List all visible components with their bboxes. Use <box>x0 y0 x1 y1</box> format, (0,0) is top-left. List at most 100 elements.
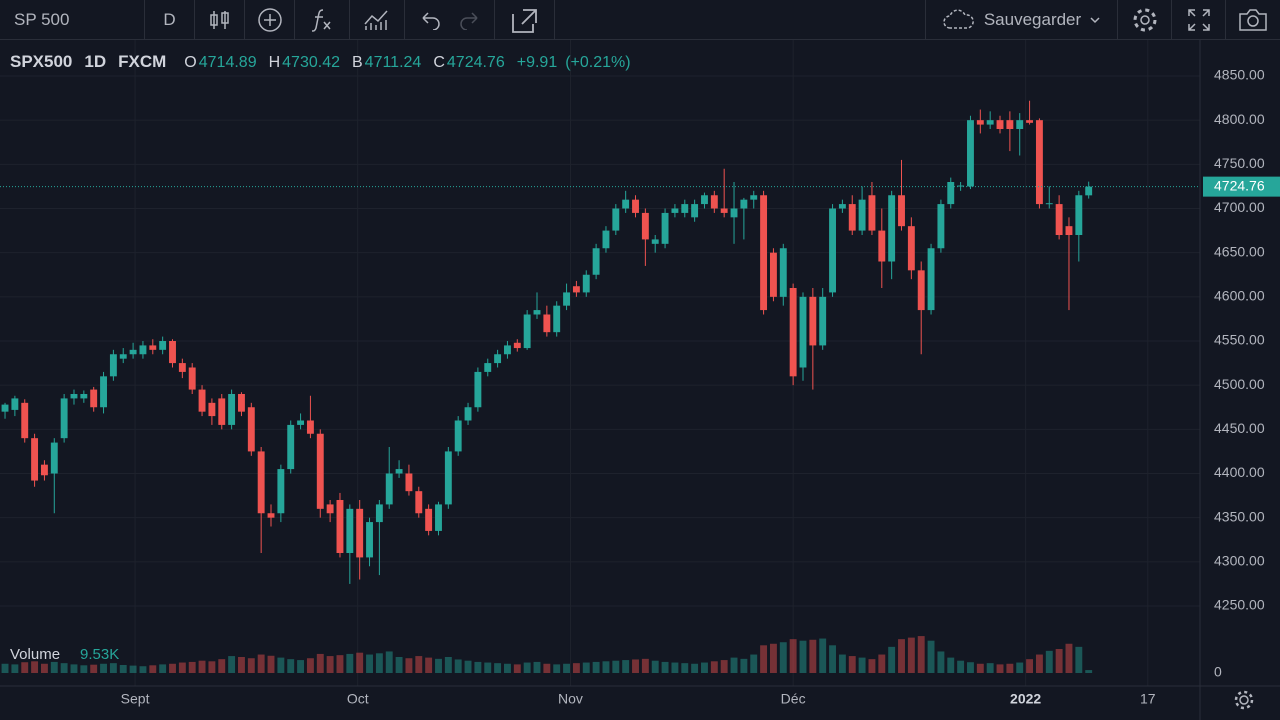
candle-body <box>100 376 107 408</box>
last-price-label: 4724.76 <box>1214 177 1265 193</box>
candle-body <box>513 342 521 349</box>
candle-body <box>848 204 856 231</box>
x-tick-label: Oct <box>347 691 369 707</box>
chart-type-button[interactable] <box>195 0 245 40</box>
volume-bar <box>917 636 925 673</box>
volume-bar <box>947 657 955 673</box>
ohlc-value: 4730.42 <box>282 54 340 71</box>
volume-bar <box>178 662 186 673</box>
volume-bar <box>641 658 649 673</box>
redo-icon <box>459 11 478 30</box>
candle-body <box>533 310 541 315</box>
templates-icon <box>364 9 388 30</box>
volume-bar <box>503 663 511 673</box>
axis-settings-icon[interactable] <box>1234 690 1254 710</box>
candle-body <box>740 199 748 209</box>
candle-body <box>760 195 768 311</box>
ohlc-label: O <box>184 54 197 71</box>
volume-bar <box>267 655 275 673</box>
candle-body <box>838 204 846 209</box>
candle-body <box>651 239 659 244</box>
volume-bar <box>513 664 521 673</box>
volume-bar <box>139 666 147 673</box>
candle-body <box>129 349 137 355</box>
indicators-button[interactable] <box>295 0 350 40</box>
snapshot-button[interactable] <box>1226 0 1280 40</box>
volume-bar <box>976 663 984 673</box>
volume-bar <box>169 663 176 673</box>
volume-bar <box>868 659 876 673</box>
volume-bar <box>632 659 639 673</box>
volume-bar <box>454 659 462 673</box>
volume-bar <box>907 637 915 673</box>
volume-bar <box>159 664 167 673</box>
candle-body <box>1045 203 1053 205</box>
candle-body <box>149 345 157 350</box>
volume-bar <box>1065 643 1073 673</box>
symbol-search[interactable]: SP 500 <box>0 0 145 40</box>
volume-bar <box>720 660 728 673</box>
change-pct: (+0.21%) <box>565 54 631 71</box>
volume-bar <box>346 653 354 673</box>
candle-body <box>622 199 630 209</box>
volume-bar <box>435 658 442 673</box>
cloud-icon <box>943 9 974 29</box>
volume-bar <box>681 663 689 673</box>
candle-body <box>405 473 413 492</box>
volume-bar <box>691 663 699 673</box>
templates-button[interactable] <box>350 0 405 40</box>
change: +9.91 <box>516 54 558 71</box>
interval-button[interactable]: D <box>145 0 195 40</box>
candle-body <box>50 442 58 474</box>
save-button[interactable]: Sauvegarder <box>925 0 1118 40</box>
candle-body <box>228 394 236 425</box>
candle-body <box>11 398 19 410</box>
candle-body <box>90 389 98 408</box>
candle-body <box>415 491 423 514</box>
volume-bar <box>188 661 196 673</box>
fullscreen-button[interactable] <box>495 0 555 40</box>
ohlc-value: 4724.76 <box>446 54 505 71</box>
plus-icon <box>257 7 282 32</box>
settings-button[interactable] <box>1118 0 1172 40</box>
candle-body <box>1006 120 1014 129</box>
camera-icon <box>1239 8 1267 31</box>
candle-body <box>720 208 728 213</box>
volume-bar <box>848 656 856 673</box>
y-tick-label: 4850.00 <box>1214 67 1265 83</box>
volume-bar <box>385 651 393 673</box>
volume-bar <box>1026 659 1034 673</box>
chevron-icon <box>1090 16 1100 23</box>
candle-body <box>769 252 777 297</box>
volume-bar <box>31 661 39 673</box>
volume-bar <box>563 663 571 673</box>
volume-bar <box>533 661 541 673</box>
volume-bar <box>40 663 48 673</box>
volume-bar <box>760 645 768 673</box>
volume-bar <box>582 662 590 673</box>
volume-bar <box>1085 670 1093 673</box>
candle-body <box>799 296 807 368</box>
volume-bar <box>701 662 708 673</box>
candle-body <box>592 248 600 275</box>
candle-body <box>267 513 275 518</box>
maximize-button[interactable] <box>1172 0 1226 40</box>
volume-bar <box>898 639 905 673</box>
candle-body <box>316 433 324 509</box>
candle-body <box>60 398 68 439</box>
volume-bar <box>415 656 423 673</box>
compare-button[interactable] <box>245 0 295 40</box>
y-tick-label: 4700.00 <box>1214 199 1265 215</box>
y-tick-label: 4450.00 <box>1214 420 1265 436</box>
candle-body <box>425 508 433 531</box>
volume-bar <box>769 643 777 673</box>
undo-redo[interactable] <box>405 0 495 40</box>
y-tick-label: 4800.00 <box>1214 111 1265 127</box>
candle-body <box>188 367 196 390</box>
ohlc-value: 4711.24 <box>364 54 422 71</box>
candle-body <box>927 248 935 311</box>
volume-bar <box>572 663 580 673</box>
volume-bar <box>494 663 502 673</box>
volume-bar <box>218 659 226 673</box>
candle-body <box>159 341 167 350</box>
